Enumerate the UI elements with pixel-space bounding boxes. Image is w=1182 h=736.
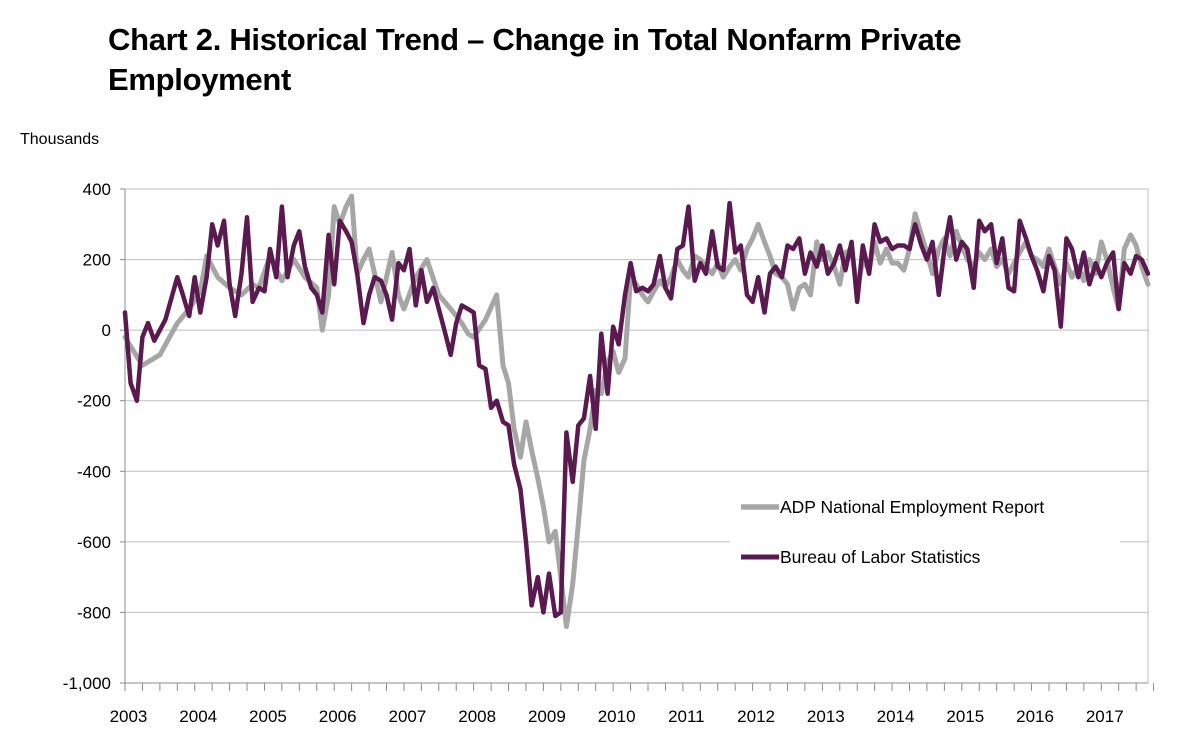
- x-tick-label: 2014: [877, 707, 915, 726]
- y-tick-label: -600: [77, 533, 111, 552]
- x-tick-labels: 2003 2004 2005 2006 2007 2008 2009 2010 2011 2012…: [110, 707, 1124, 726]
- y-tick-label: -1,000: [63, 674, 111, 693]
- series-line-bls: [122, 200, 1151, 619]
- chart-title-line-2: Employment: [108, 62, 292, 97]
- chart-title-line-1: Chart 2. Historical Trend – Change in To…: [108, 22, 962, 57]
- legend: ADP National Employment Report Bureau of …: [730, 488, 1120, 578]
- legend-entry-adp: ADP National Employment Report: [741, 497, 1044, 517]
- chart-title: Chart 2. Historical Trend – Change in To…: [108, 20, 962, 100]
- x-tick-label: 2006: [319, 707, 357, 726]
- x-tick-label: 2017: [1086, 707, 1124, 726]
- legend-label: Bureau of Labor Statistics: [780, 547, 981, 567]
- y-tick-label: -200: [77, 392, 111, 411]
- x-tick-label: 2010: [598, 707, 636, 726]
- x-tick-label: 2009: [528, 707, 566, 726]
- x-tick-label: 2013: [807, 707, 845, 726]
- x-tick-label: 2012: [737, 707, 775, 726]
- y-tick-label: 400: [83, 180, 111, 199]
- x-tick-label: 2015: [946, 707, 984, 726]
- x-tick-label: 2004: [179, 707, 217, 726]
- y-tick-label: -400: [77, 462, 111, 481]
- legend-entry-bls: Bureau of Labor Statistics: [741, 547, 981, 567]
- axes: [120, 188, 1155, 691]
- y-axis-label: Thousands: [20, 131, 100, 148]
- x-tick-label: 2011: [668, 707, 705, 726]
- x-tick-label: 2016: [1016, 707, 1054, 726]
- x-tick-label: 2007: [389, 707, 427, 726]
- y-tick-label: 200: [83, 251, 111, 270]
- x-tick-label: 2008: [458, 707, 496, 726]
- y-tick-label: 0: [102, 321, 111, 340]
- x-tick-label: 2003: [110, 707, 148, 726]
- y-tick-labels: 400 200 0 -200 -400 -600 -800 -1,000: [63, 180, 111, 693]
- series-line-adp: [122, 193, 1151, 629]
- x-tick-label: 2005: [249, 707, 287, 726]
- legend-label: ADP National Employment Report: [780, 497, 1044, 517]
- series-lines: [122, 193, 1151, 629]
- legend-box: [730, 488, 1120, 578]
- y-tick-label: -800: [77, 603, 111, 622]
